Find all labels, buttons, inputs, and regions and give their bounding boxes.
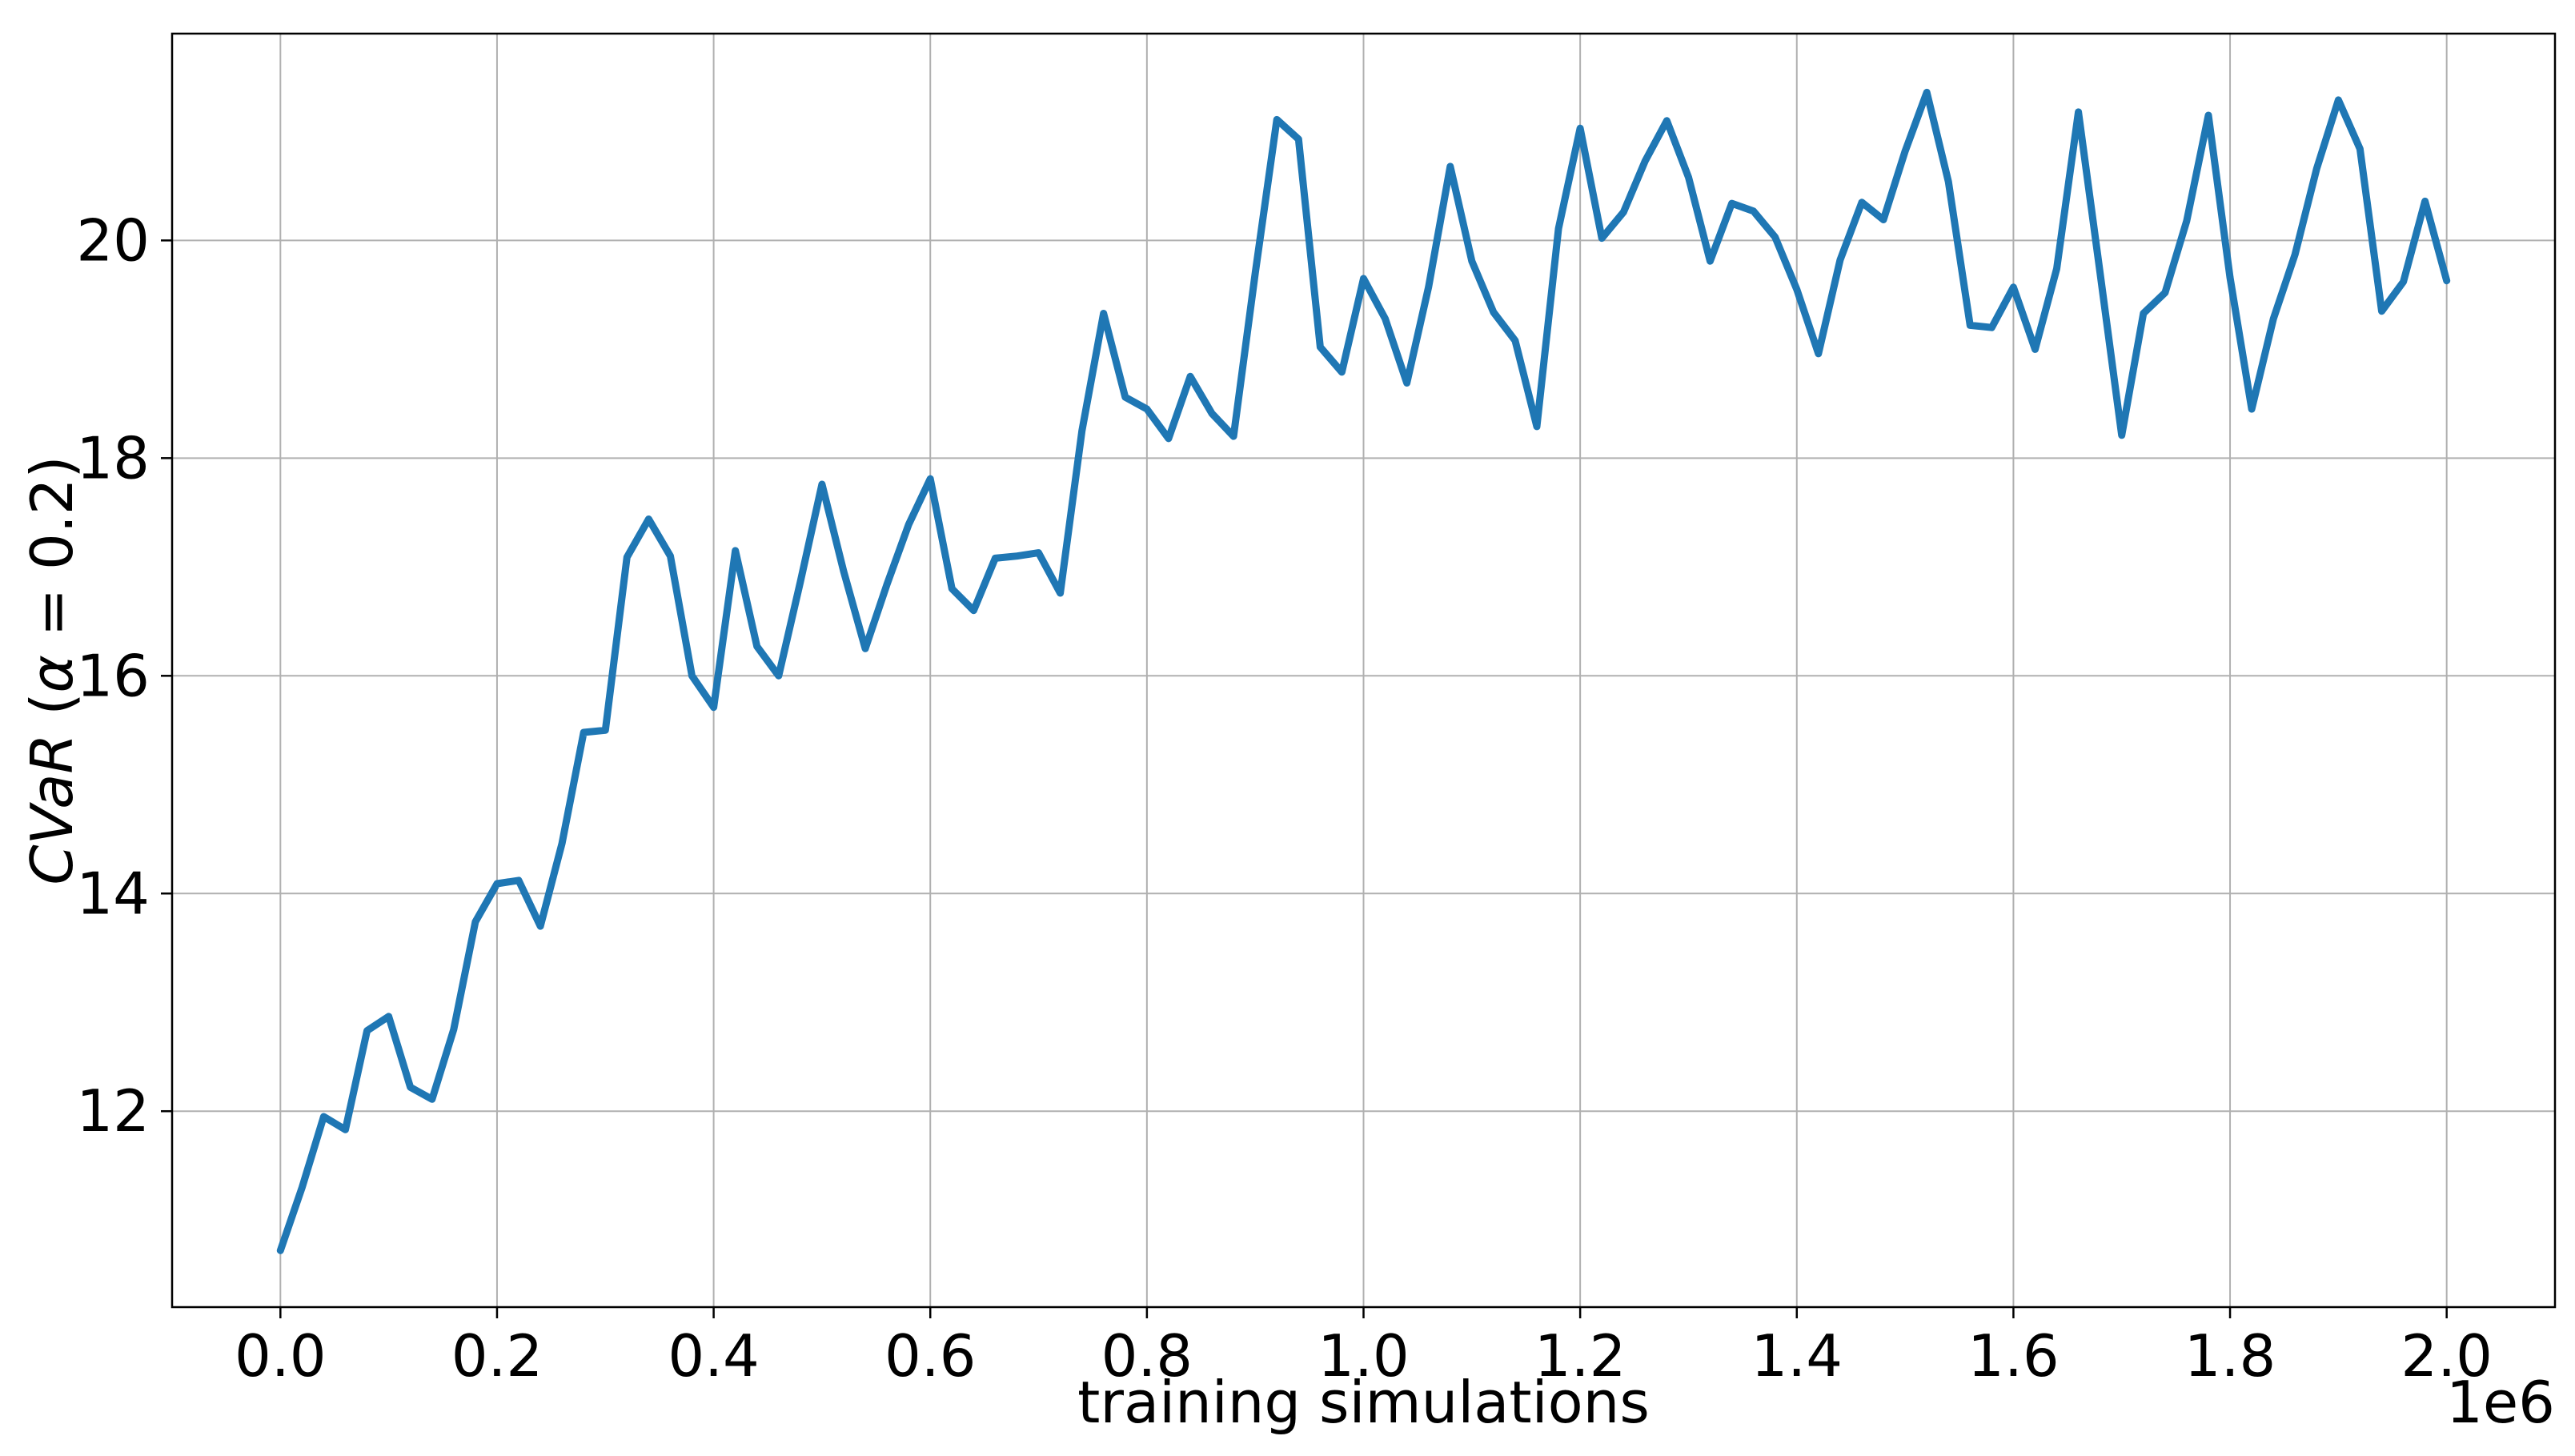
x-tick-label: 0.6 — [884, 1322, 977, 1390]
x-tick-label: 1.8 — [2184, 1322, 2276, 1390]
x-tick-label: 1.0 — [1318, 1322, 1410, 1390]
x-tick-label: 0.2 — [451, 1322, 543, 1390]
y-axis-label-value: = 0.2) — [18, 455, 86, 655]
y-tick-label: 16 — [76, 642, 150, 709]
y-tick-label: 14 — [76, 860, 150, 927]
x-tick-label: 1.4 — [1751, 1322, 1843, 1390]
y-axis-ticks: 12 14 16 18 20 — [76, 207, 172, 1145]
y-axis-label: CVaR (α = 0.2) — [18, 455, 86, 884]
x-gridlines — [279, 34, 2448, 1307]
y-axis-label-open: ( — [18, 693, 86, 734]
y-axis-label-alpha: α — [18, 655, 86, 692]
x-tick-label: 0.4 — [668, 1322, 760, 1390]
y-tick-label: 12 — [76, 1077, 150, 1145]
x-tick-label: 1.6 — [1967, 1322, 2060, 1390]
x-tick-label: 1.2 — [1534, 1322, 1626, 1390]
y-axis-label-cvar: CVaR — [18, 734, 86, 885]
x-axis-label: training simulations — [1077, 1369, 1650, 1436]
series-layer — [276, 88, 2451, 1254]
x-tick-label: 2.0 — [2401, 1322, 2493, 1390]
y-tick-label: 20 — [76, 207, 150, 274]
y-gridlines — [172, 239, 2555, 1113]
x-axis-scale-label: 1e6 — [2446, 1369, 2555, 1436]
x-axis-ticks: 0.0 0.2 0.4 0.6 0.8 1.0 1.2 1.4 1.6 1.8 2.0 — [235, 1307, 2493, 1390]
x-tick-label: 0.8 — [1101, 1322, 1193, 1390]
y-tick-label: 18 — [76, 424, 150, 491]
series-line — [276, 88, 2451, 1254]
x-tick-label: 0.0 — [235, 1322, 327, 1390]
